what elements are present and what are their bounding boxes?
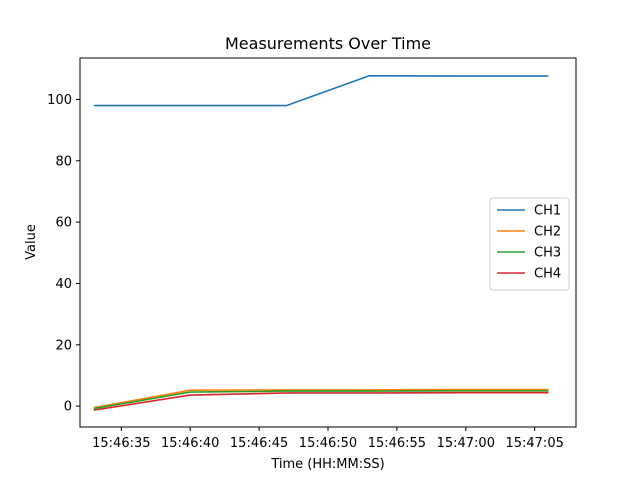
- x-tick-label: 15:46:35: [92, 436, 150, 451]
- x-tick-label: 15:46:45: [230, 436, 288, 451]
- y-axis-label: Value: [24, 224, 39, 260]
- series-line-ch3: [93, 390, 549, 410]
- x-axis: 15:46:35 15:46:40 15:46:45 15:46:50 15:46:55…: [92, 427, 564, 451]
- legend-box: [489, 197, 570, 291]
- legend-label: CH2: [534, 225, 561, 240]
- legend: CH1 CH2 CH3 CH4: [489, 197, 570, 291]
- plot-area: [93, 74, 549, 411]
- y-axis: 0 20 40 60 80 100: [47, 93, 80, 415]
- x-tick-label: 15:46:50: [299, 436, 357, 451]
- y-tick-label: 80: [55, 154, 72, 169]
- series-line-ch1: [93, 74, 549, 107]
- legend-label: CH3: [534, 246, 561, 261]
- x-tick-label: 15:47:00: [437, 436, 495, 451]
- y-tick-label: 40: [55, 277, 72, 292]
- legend-label: CH1: [534, 204, 561, 219]
- y-tick-label: 20: [55, 338, 72, 353]
- series-line-ch2: [93, 388, 549, 409]
- x-axis-label: Time (HH:MM:SS): [270, 457, 384, 472]
- x-tick-label: 15:46:40: [161, 436, 219, 451]
- y-tick-label: 60: [55, 216, 72, 231]
- x-tick-label: 15:46:55: [368, 436, 426, 451]
- y-tick-label: 0: [64, 400, 72, 415]
- x-tick-label: 15:47:05: [505, 436, 563, 451]
- y-tick-label: 100: [47, 93, 72, 108]
- legend-label: CH4: [534, 267, 561, 282]
- series-line-ch4: [93, 391, 549, 411]
- chart-title: Measurements Over Time: [225, 34, 431, 53]
